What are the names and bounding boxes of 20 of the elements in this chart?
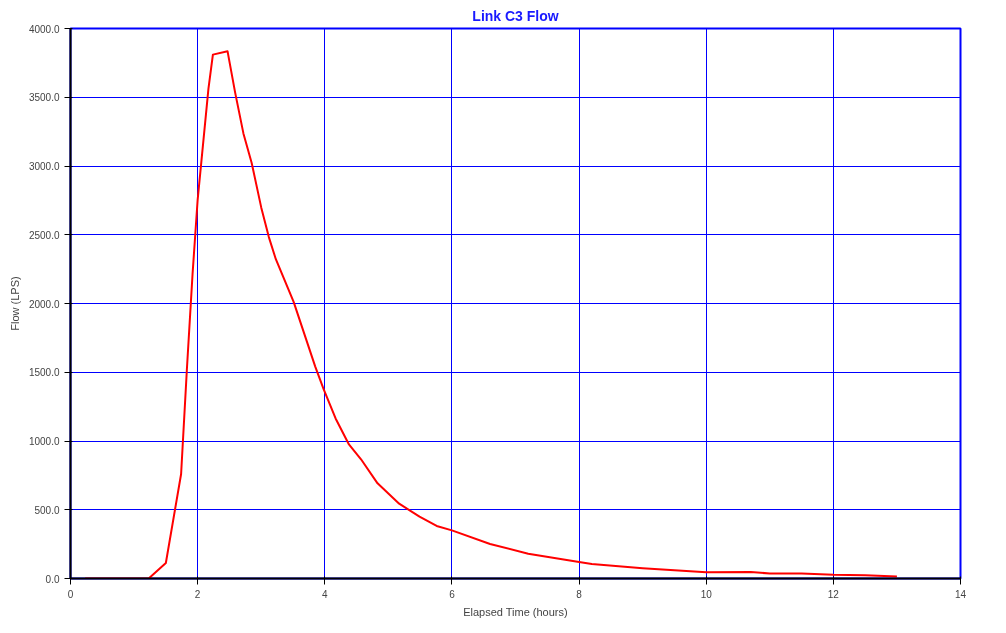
x-axis-title: Elapsed Time (hours) (463, 605, 568, 618)
y-tick-label: 4000.0 (28, 23, 60, 35)
y-tick-label: 1500.0 (28, 367, 60, 379)
x-tick-label: 14 (954, 588, 967, 600)
x-tick-label: 0 (67, 588, 74, 600)
chart-title: Link C3 Flow (472, 7, 559, 24)
x-tick-label: 10 (700, 588, 713, 600)
y-tick-label: 1000.0 (28, 436, 60, 447)
y-tick-label: 2500.0 (28, 229, 60, 241)
y-tick-label: 2000.0 (28, 298, 60, 310)
y-tick-label: 500.0 (34, 504, 60, 516)
y-tick-label: 0.0 (45, 573, 60, 585)
y-tick-label: 3500.0 (28, 92, 60, 104)
y-axis-title: Flow (LPS) (8, 276, 21, 331)
x-tick-label: 12 (827, 588, 840, 600)
x-tick-label: 8 (576, 588, 583, 600)
y-tick-label: 3000.0 (28, 161, 60, 172)
x-tick-label: 2 (194, 588, 201, 600)
x-tick-label: 6 (449, 588, 456, 600)
x-tick-label: 4 (322, 588, 328, 600)
